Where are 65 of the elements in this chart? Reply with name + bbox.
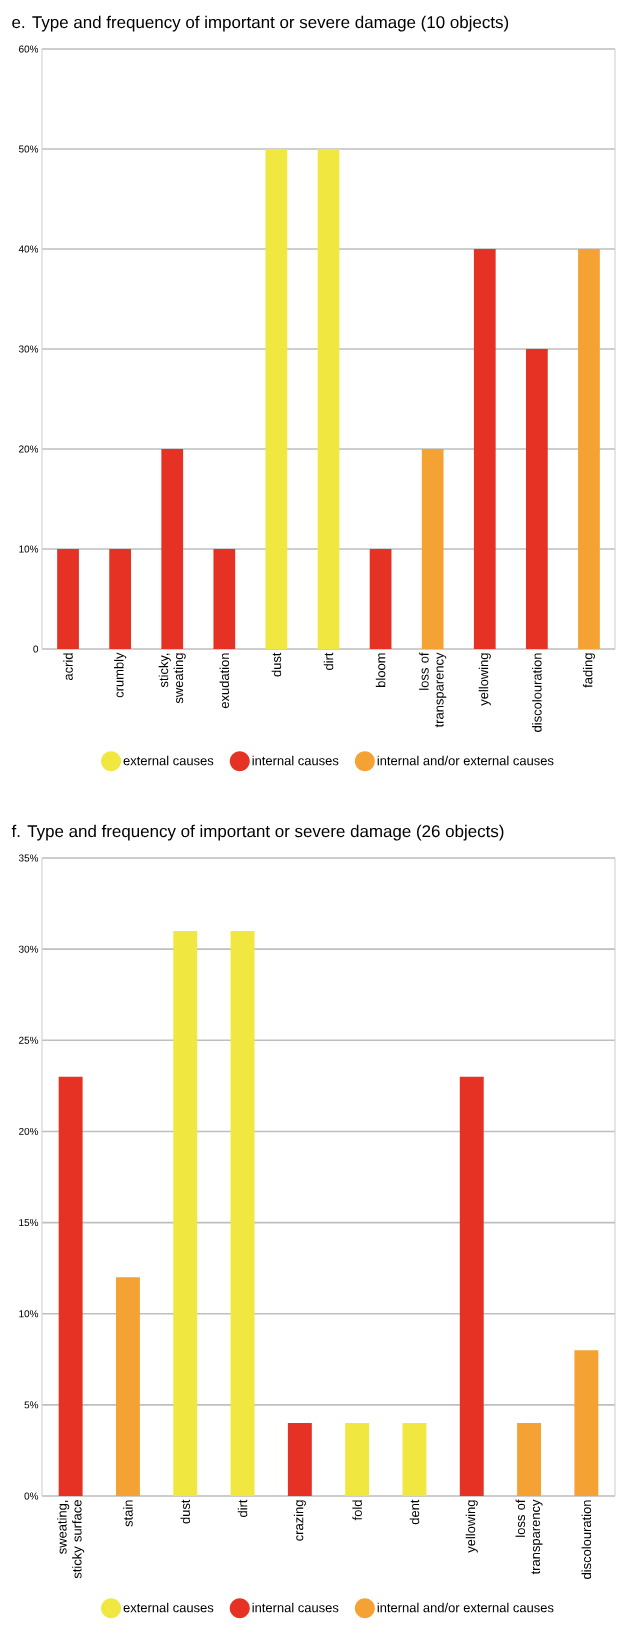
bar — [109, 549, 132, 649]
legend-label: internal causes — [252, 1602, 339, 1613]
chart-title: f. Type and frequency of important or severe damage (26 objects) — [11, 824, 504, 841]
legend-label: internal and/or external causes — [377, 755, 554, 766]
bar — [161, 449, 184, 649]
bar — [459, 1076, 484, 1497]
x-tick-label: sticky, sweating — [158, 653, 186, 704]
bar — [526, 349, 548, 649]
x-tick-label: dust — [180, 1499, 191, 1524]
y-tick-label: 0% — [24, 1492, 39, 1500]
x-tick-label: discolouration — [532, 653, 542, 732]
y-tick-label: 10% — [19, 545, 39, 553]
x-tick-label: dust — [271, 652, 282, 677]
bar — [345, 1423, 370, 1497]
legend-label: internal causes — [252, 755, 339, 766]
bar — [58, 1076, 83, 1497]
bar — [230, 930, 255, 1497]
legend-label: external causes — [123, 755, 214, 766]
y-tick-label: 40% — [18, 245, 39, 253]
bar — [265, 149, 288, 649]
bar — [317, 149, 340, 649]
bar — [578, 249, 600, 649]
x-tick-label: stain — [123, 1500, 133, 1527]
legend-label: internal and/or external causes — [377, 1602, 554, 1613]
x-tick-label: dirt — [237, 1499, 248, 1517]
bar — [287, 1423, 312, 1497]
y-tick-label: 30% — [18, 345, 39, 353]
y-tick-label: 35% — [18, 854, 39, 862]
x-tick-label: yellowing — [478, 653, 491, 706]
bar — [421, 449, 444, 649]
legend-label: external causes — [123, 1602, 214, 1613]
x-tick-label: fold — [352, 1500, 362, 1521]
x-tick-label: crazing — [293, 1500, 306, 1541]
bar — [517, 1423, 542, 1497]
bar — [213, 549, 236, 649]
x-tick-label: bloom — [375, 653, 386, 687]
bar — [173, 930, 198, 1497]
bar — [57, 549, 79, 649]
y-tick-label: 20% — [19, 1127, 39, 1135]
y-tick-label: 20% — [19, 445, 39, 453]
chart-title: e. Type and frequency of important or severe damage (10 objects) — [12, 15, 509, 32]
bar — [473, 249, 496, 649]
bar — [574, 1350, 599, 1497]
x-tick-label: yellowing — [465, 1500, 478, 1553]
x-tick-label: dirt — [323, 652, 334, 670]
y-tick-label: 0 — [33, 645, 39, 653]
x-tick-label: crumbly — [114, 652, 127, 698]
y-tick-label: 50% — [18, 145, 39, 153]
bar — [115, 1277, 140, 1497]
x-tick-label: loss of transparency — [419, 652, 447, 728]
y-tick-label: 10% — [19, 1310, 39, 1318]
y-tick-label: 15% — [19, 1219, 39, 1227]
x-tick-label: dent — [409, 1499, 420, 1525]
y-tick-label: 25% — [19, 1036, 39, 1044]
bar — [402, 1423, 427, 1497]
x-tick-label: exudation — [219, 653, 230, 709]
y-tick-label: 5% — [24, 1401, 39, 1409]
y-tick-label: 60% — [19, 45, 39, 53]
x-tick-label: loss of transparency — [515, 1499, 543, 1575]
x-tick-label: discolouration — [581, 1500, 592, 1579]
x-tick-label: fading — [582, 653, 595, 688]
y-tick-label: 30% — [18, 945, 39, 953]
bar — [369, 549, 392, 649]
x-tick-label: sweating, sticky surface — [57, 1500, 85, 1579]
x-tick-label: acrid — [63, 653, 73, 681]
